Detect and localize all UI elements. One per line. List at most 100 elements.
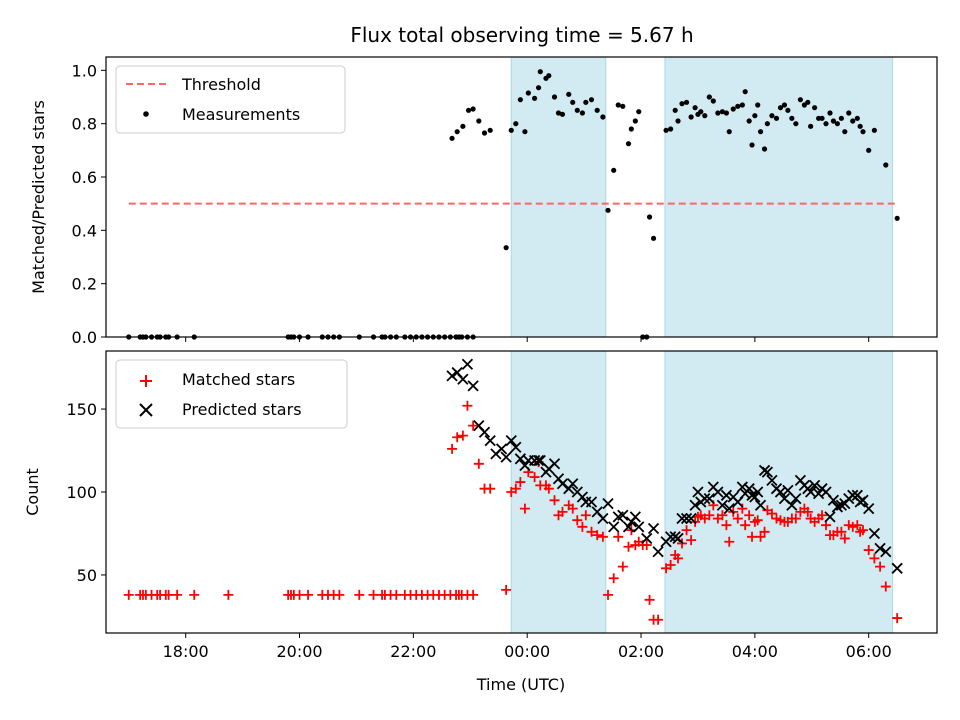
predicted-star-point <box>617 509 629 521</box>
measurement-point <box>854 115 860 121</box>
matched-star-point <box>580 510 591 521</box>
measurement-point <box>777 105 784 111</box>
matched-star-point <box>592 530 603 541</box>
measurement-point <box>739 102 745 108</box>
measurement-point <box>866 147 872 153</box>
measurement-point <box>566 91 572 97</box>
matched-star-point <box>839 533 850 544</box>
matched-star-point <box>608 573 619 584</box>
predicted-star-point <box>576 491 589 503</box>
matched-star-point <box>163 589 174 600</box>
predicted-stars-legend-label: Predicted stars <box>182 400 302 419</box>
measurement-point <box>531 95 538 101</box>
predicted-star-point <box>716 499 729 511</box>
measurement-point <box>827 110 833 116</box>
x-tick-label: 20:00 <box>276 642 322 661</box>
predicted-star-point <box>790 492 802 505</box>
measurement-point <box>688 114 694 120</box>
matched-star-point <box>802 506 813 517</box>
measurement-point <box>746 118 752 124</box>
ratio-panel: 0.0 0.2 0.4 0.6 0.8 1.0 Matched/Predicted sta… <box>29 56 938 347</box>
measurement-point <box>588 97 595 103</box>
measurement-point <box>823 121 829 127</box>
chart-title: Flux total observing time = 5.67 h <box>350 23 693 47</box>
top-shaded-intervals <box>510 56 894 338</box>
y-tick-label: 1.0 <box>72 61 97 80</box>
predicted-star-point <box>891 562 903 574</box>
matched-star-point <box>673 553 684 564</box>
predicted-star-point <box>585 496 598 508</box>
measurement-point <box>454 129 460 135</box>
measurement-point <box>636 109 642 115</box>
y-tick-label: 0.8 <box>72 115 97 134</box>
x-tick-label: 04:00 <box>732 642 778 661</box>
measurement-point <box>808 123 814 129</box>
matched-star-point <box>653 614 664 625</box>
matched-star-point <box>334 589 345 600</box>
measurement-point <box>508 127 514 133</box>
predicted-star-point <box>752 486 764 498</box>
matched-star-point <box>747 531 758 542</box>
predicted-star-point <box>484 434 496 447</box>
matched-star-point <box>892 613 903 624</box>
predicted-star-point <box>495 443 508 455</box>
measurement-point <box>525 90 531 96</box>
bottom-y-axis-label: Count <box>23 468 42 516</box>
measurement-point <box>570 99 576 105</box>
matched-star-point <box>294 589 305 600</box>
matched-star-point <box>623 541 634 552</box>
measurement-point <box>559 111 566 117</box>
measurement-point <box>675 118 681 124</box>
x-tick-label: 18:00 <box>163 642 209 661</box>
matched-star-point <box>572 515 583 526</box>
measurement-point <box>830 118 837 124</box>
predicted-star-point <box>712 486 724 498</box>
measurement-point <box>620 103 626 109</box>
predicted-star-point <box>723 502 735 515</box>
matched-star-point <box>468 420 479 431</box>
measurement-point <box>710 98 716 104</box>
predicted-star-point <box>766 474 778 487</box>
matched-star-point <box>641 540 652 551</box>
predicted-star-point <box>672 532 684 545</box>
predicted-star-point <box>534 454 546 467</box>
predicted-star-point <box>743 483 755 495</box>
measurement-point <box>793 121 799 127</box>
measurement-point <box>846 110 852 116</box>
measurement-point <box>476 118 482 124</box>
measurement-point <box>819 115 825 121</box>
matched-star-point <box>515 477 526 488</box>
x-tick-label: 06:00 <box>846 642 892 661</box>
predicted-star-point <box>754 499 767 511</box>
measurement-point <box>706 94 712 100</box>
matched-star-point <box>597 531 608 542</box>
measurement-point <box>692 105 698 111</box>
predicted-star-point <box>548 458 561 470</box>
top-y-ticks: 0.0 0.2 0.4 0.6 0.8 1.0 <box>72 61 106 347</box>
measurement-point <box>785 107 791 113</box>
predicted-star-point <box>703 492 715 505</box>
shaded-interval-0 <box>510 56 607 338</box>
matched-star-point <box>462 400 473 411</box>
top-y-axis-label: Matched/Predicted stars <box>29 100 48 294</box>
measurement-point <box>646 214 653 220</box>
matched-star-point <box>473 458 484 469</box>
measurement-point <box>650 235 657 241</box>
matched-star-point <box>724 536 735 547</box>
y-tick-label: 0.6 <box>72 168 97 187</box>
matched-star-point <box>447 443 458 454</box>
x-tick-label: 00:00 <box>504 642 550 661</box>
predicted-stars-points <box>446 358 903 574</box>
measurement-point <box>850 118 856 124</box>
predicted-star-point <box>685 512 697 525</box>
matched-star-point <box>752 515 763 526</box>
measurements-legend-swatch <box>143 111 149 117</box>
measurement-point <box>579 110 586 116</box>
predicted-star-point <box>633 521 645 533</box>
matched-star-point <box>354 589 365 600</box>
y-tick-label: 0.0 <box>72 328 97 347</box>
measurement-point <box>752 113 758 119</box>
top-x-ticks <box>185 337 870 342</box>
measurement-point <box>834 121 840 127</box>
